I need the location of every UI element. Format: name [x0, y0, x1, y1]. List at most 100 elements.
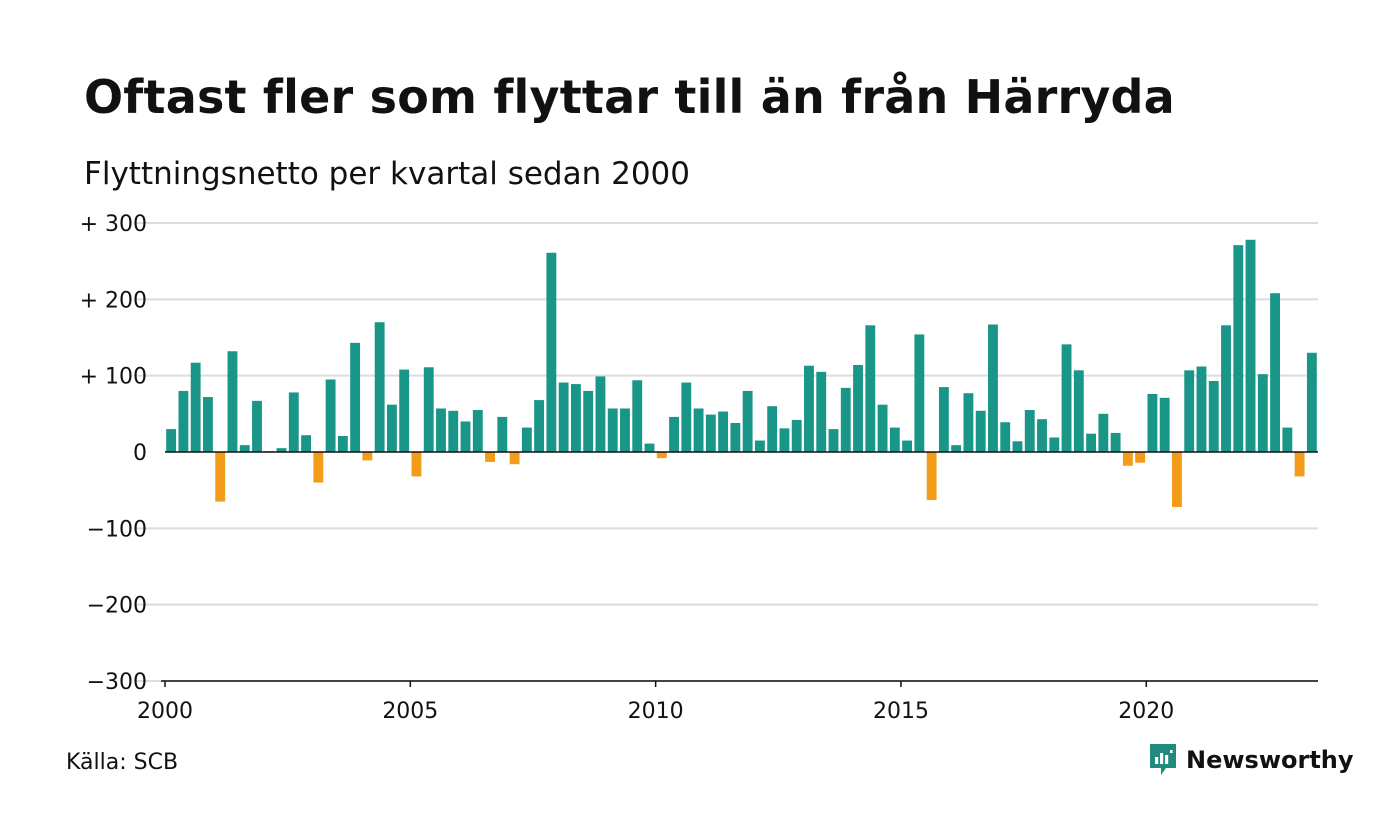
bar [1037, 419, 1047, 452]
bar [350, 342, 361, 452]
bar [583, 390, 594, 452]
bar [730, 422, 741, 452]
bar [1221, 325, 1231, 452]
bar [1086, 433, 1097, 452]
bar [423, 367, 434, 452]
y-tick-label: −200 [87, 594, 147, 619]
bar [865, 325, 876, 452]
bar [644, 443, 655, 452]
bar [877, 404, 888, 452]
bar [546, 252, 557, 452]
y-axis-ticks: + 300 + 200 + 100 0 −100 −200 −300 [80, 212, 147, 695]
bar [1061, 344, 1072, 452]
x-tick-label: 2015 [873, 699, 929, 724]
bar [362, 452, 373, 461]
bar [1098, 413, 1109, 452]
bar [853, 364, 863, 452]
bar [1172, 452, 1182, 507]
bar [288, 392, 299, 452]
bars [166, 239, 1317, 507]
bar [963, 393, 974, 452]
bar [215, 452, 226, 502]
bar [1233, 245, 1244, 452]
bar [521, 427, 532, 452]
bar [1110, 432, 1121, 452]
bar [1306, 352, 1317, 452]
bar [1122, 452, 1133, 466]
bar [816, 371, 827, 452]
y-tick-label: + 300 [80, 212, 147, 237]
bar [472, 410, 483, 452]
bar [337, 435, 348, 452]
chart-title: Oftast fler som flyttar till än från Här… [84, 70, 1175, 124]
bar [570, 384, 581, 452]
bar [742, 390, 753, 452]
bar [1184, 370, 1195, 452]
bar [595, 376, 606, 452]
x-tick-label: 2020 [1118, 699, 1174, 724]
bar [705, 414, 716, 452]
bar [1257, 374, 1268, 452]
bar [485, 452, 495, 462]
bar [840, 387, 851, 452]
bar [1049, 437, 1060, 452]
bar [1270, 293, 1281, 452]
y-tick-label: + 100 [80, 365, 147, 390]
bar [313, 452, 324, 483]
y-tick-label: 0 [133, 441, 147, 466]
bar [1135, 452, 1146, 463]
bar [767, 406, 778, 452]
bar [693, 408, 704, 452]
bar [656, 452, 667, 459]
bar [203, 397, 213, 452]
bar [411, 452, 422, 477]
bar [166, 429, 177, 452]
bar [607, 408, 618, 452]
bar [681, 382, 692, 452]
bar [914, 334, 925, 452]
bar [436, 408, 446, 452]
y-tick-label: + 200 [80, 288, 147, 313]
bar [1024, 410, 1035, 452]
bar [558, 382, 569, 452]
bar [374, 322, 385, 452]
bar [1196, 366, 1207, 452]
bar [386, 404, 397, 452]
bar [779, 428, 790, 452]
bar [754, 440, 765, 452]
bar [804, 365, 814, 452]
newsworthy-logo-icon [1150, 744, 1176, 775]
bar [1147, 393, 1158, 452]
bar [325, 379, 336, 452]
y-tick-label: −100 [87, 517, 147, 542]
bar [178, 390, 189, 452]
brand-name: Newsworthy [1186, 746, 1354, 774]
bar [975, 410, 986, 452]
bar [1159, 397, 1170, 452]
bar [227, 351, 238, 452]
bar [1294, 452, 1305, 477]
bar [448, 410, 459, 452]
bar [460, 421, 471, 452]
bar [497, 416, 508, 452]
bar [1208, 381, 1219, 452]
bar [399, 369, 410, 452]
bar [190, 362, 201, 452]
x-tick-label: 2010 [628, 699, 684, 724]
brand-logo[interactable]: Newsworthy [1148, 742, 1354, 778]
bar [632, 380, 643, 452]
bar [239, 445, 250, 452]
bar [669, 416, 679, 452]
bar [620, 408, 630, 452]
source-label: Källa: SCB [66, 750, 179, 775]
bar [252, 400, 262, 452]
bar [938, 387, 949, 452]
bar [509, 452, 520, 465]
bar [1000, 422, 1011, 452]
bar [1073, 370, 1084, 452]
bar [1282, 427, 1293, 452]
bar [828, 429, 839, 452]
bar [926, 452, 937, 501]
y-tick-label: −300 [87, 670, 147, 695]
